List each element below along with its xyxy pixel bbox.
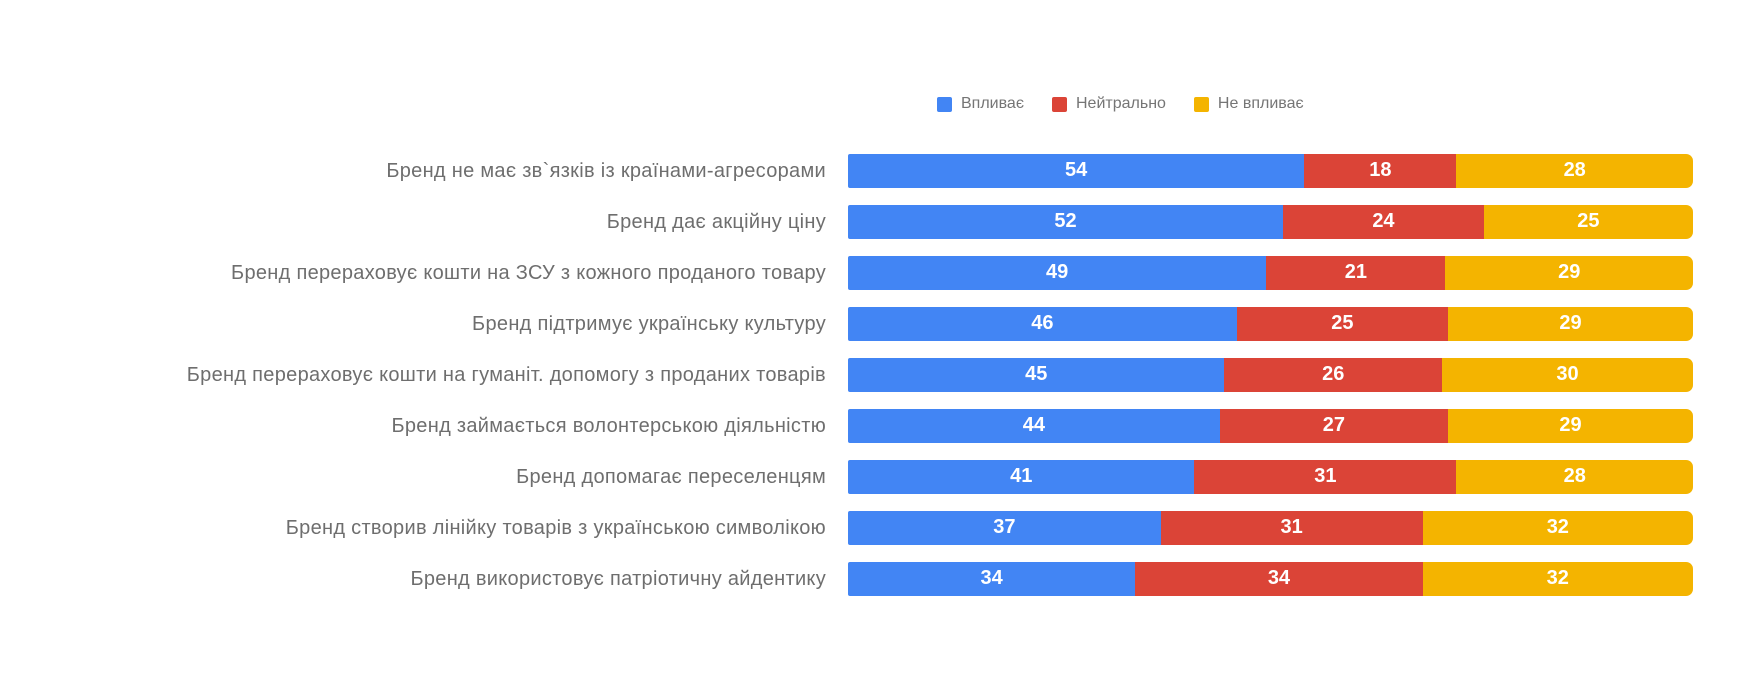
bar-value-label: 52 (1054, 210, 1077, 232)
bar-value-label: 29 (1559, 414, 1582, 436)
chart-row: Бренд не має зв`язків із країнами-агресо… (40, 145, 1693, 196)
category-label: Бренд дає акційну ціну (606, 210, 826, 233)
stacked-bar: 45 26 30 (848, 357, 1693, 392)
bar-value-label: 34 (980, 567, 1003, 589)
category-label: Бренд займається волонтерською діяльніст… (391, 414, 826, 437)
bar-value-label: 31 (1314, 465, 1337, 487)
legend-label: Не впливає (1217, 95, 1304, 112)
bar-segment: 37 (848, 510, 1161, 545)
bar-segment: 28 (1456, 153, 1693, 188)
stacked-bar: 44 27 29 (848, 408, 1693, 443)
bar-value-label: 32 (1546, 516, 1569, 538)
category-label: Бренд підтримує українську культуру (472, 312, 826, 335)
bar-segment: 29 (1447, 306, 1693, 341)
chart-row: Бренд підтримує українську культуру 46 25 2… (40, 298, 1693, 349)
bar-segment: 34 (1135, 561, 1423, 596)
legend-label: Впливає (961, 95, 1024, 112)
bar-segment: 34 (848, 561, 1136, 596)
category-label: Бренд створив лінійку товарів з українсь… (285, 516, 826, 539)
bar-segment: 29 (1447, 408, 1693, 443)
chart-row: Бренд використовує патріотичну айдентику… (40, 553, 1693, 604)
bar-value-label: 25 (1331, 312, 1354, 334)
bar-segment: 49 (848, 255, 1267, 290)
bar-segment: 32 (1422, 510, 1694, 545)
bar-value-label: 54 (1065, 159, 1088, 181)
stacked-bar: 54 18 28 (848, 153, 1693, 188)
bar-value-label: 28 (1563, 159, 1586, 181)
bar-segment: 31 (1160, 510, 1423, 545)
chart-row: Бренд створив лінійку товарів з українсь… (40, 502, 1694, 553)
chart-row: Бренд дає акційну ціну 52 24 25 (40, 196, 1693, 247)
bar-value-label: 28 (1563, 465, 1586, 487)
legend-label: Нейтрально (1076, 95, 1166, 112)
stacked-bar: 49 21 29 (848, 255, 1694, 290)
stacked-bar: 37 31 32 (848, 510, 1694, 545)
chart-legend: Впливає Нейтрально Не впливає (937, 95, 1304, 113)
bar-value-label: 46 (1031, 312, 1054, 334)
bar-segment: 24 (1283, 204, 1484, 239)
chart-row: Бренд перераховує кошти на гуманіт. допо… (40, 349, 1693, 400)
bar-segment: 29 (1445, 255, 1694, 290)
legend-item: Не впливає (1193, 95, 1304, 113)
stacked-bar: 52 24 25 (848, 204, 1693, 239)
bar-segment: 25 (1483, 204, 1693, 239)
category-label: Бренд перераховує кошти на ЗСУ з кожного… (231, 261, 826, 284)
bar-value-label: 45 (1025, 363, 1048, 385)
bar-segment: 44 (848, 408, 1220, 443)
bar-segment: 21 (1266, 255, 1446, 290)
category-label: Бренд перераховує кошти на гуманіт. допо… (186, 363, 826, 386)
bar-segment: 25 (1236, 306, 1448, 341)
bar-segment: 26 (1224, 357, 1443, 392)
category-label: Бренд допомагає переселенцям (516, 465, 826, 488)
bar-value-label: 44 (1022, 414, 1046, 436)
bar-value-label: 31 (1280, 516, 1303, 538)
category-label: Бренд не має зв`язків із країнами-агресо… (386, 159, 826, 182)
bar-value-label: 25 (1577, 210, 1600, 232)
stacked-bar-chart: Впливає Нейтрально Не впливає Бренд не має… (40, 16, 1712, 674)
bar-segment: 18 (1304, 153, 1457, 188)
bar-segment: 46 (848, 306, 1237, 341)
bar-value-label: 29 (1558, 261, 1581, 283)
stacked-bar: 34 34 32 (848, 561, 1693, 596)
bar-value-label: 30 (1556, 363, 1579, 385)
legend-swatch-icon (1193, 96, 1209, 112)
stacked-bar: 41 31 28 (848, 459, 1693, 494)
bar-segment: 41 (848, 459, 1195, 494)
bar-segment: 28 (1456, 459, 1693, 494)
stacked-bar: 46 25 29 (848, 306, 1693, 341)
bar-value-label: 49 (1045, 261, 1069, 283)
bar-value-label: 29 (1559, 312, 1582, 334)
bar-value-label: 26 (1322, 363, 1345, 385)
bar-segment: 54 (848, 153, 1305, 188)
category-label: Бренд використовує патріотичну айдентику (410, 567, 826, 590)
legend-swatch-icon (937, 96, 952, 112)
bar-value-label: 18 (1369, 159, 1392, 181)
chart-row: Бренд перераховує кошти на ЗСУ з кожного… (40, 247, 1694, 298)
bar-value-label: 41 (1010, 465, 1033, 487)
bar-segment: 45 (848, 357, 1225, 392)
bar-segment: 30 (1442, 357, 1693, 392)
bar-value-label: 37 (993, 516, 1016, 538)
bar-value-label: 21 (1344, 261, 1367, 283)
bar-segment: 52 (848, 204, 1284, 239)
chart-row: Бренд допомагає переселенцям 41 31 28 (40, 451, 1693, 502)
bar-segment: 27 (1219, 408, 1448, 443)
chart-rows: Бренд не має зв`язків із країнами-агресо… (40, 145, 1694, 604)
bar-value-label: 34 (1267, 567, 1291, 589)
legend-item: Нейтрально (1052, 95, 1166, 113)
bar-value-label: 27 (1322, 414, 1345, 436)
chart-row: Бренд займається волонтерською діяльніст… (40, 400, 1693, 451)
bar-segment: 31 (1194, 459, 1457, 494)
bar-segment: 32 (1422, 561, 1693, 596)
bar-value-label: 32 (1546, 567, 1569, 589)
legend-swatch-icon (1052, 96, 1067, 112)
legend-item: Впливає (937, 95, 1024, 113)
bar-value-label: 24 (1372, 210, 1395, 232)
